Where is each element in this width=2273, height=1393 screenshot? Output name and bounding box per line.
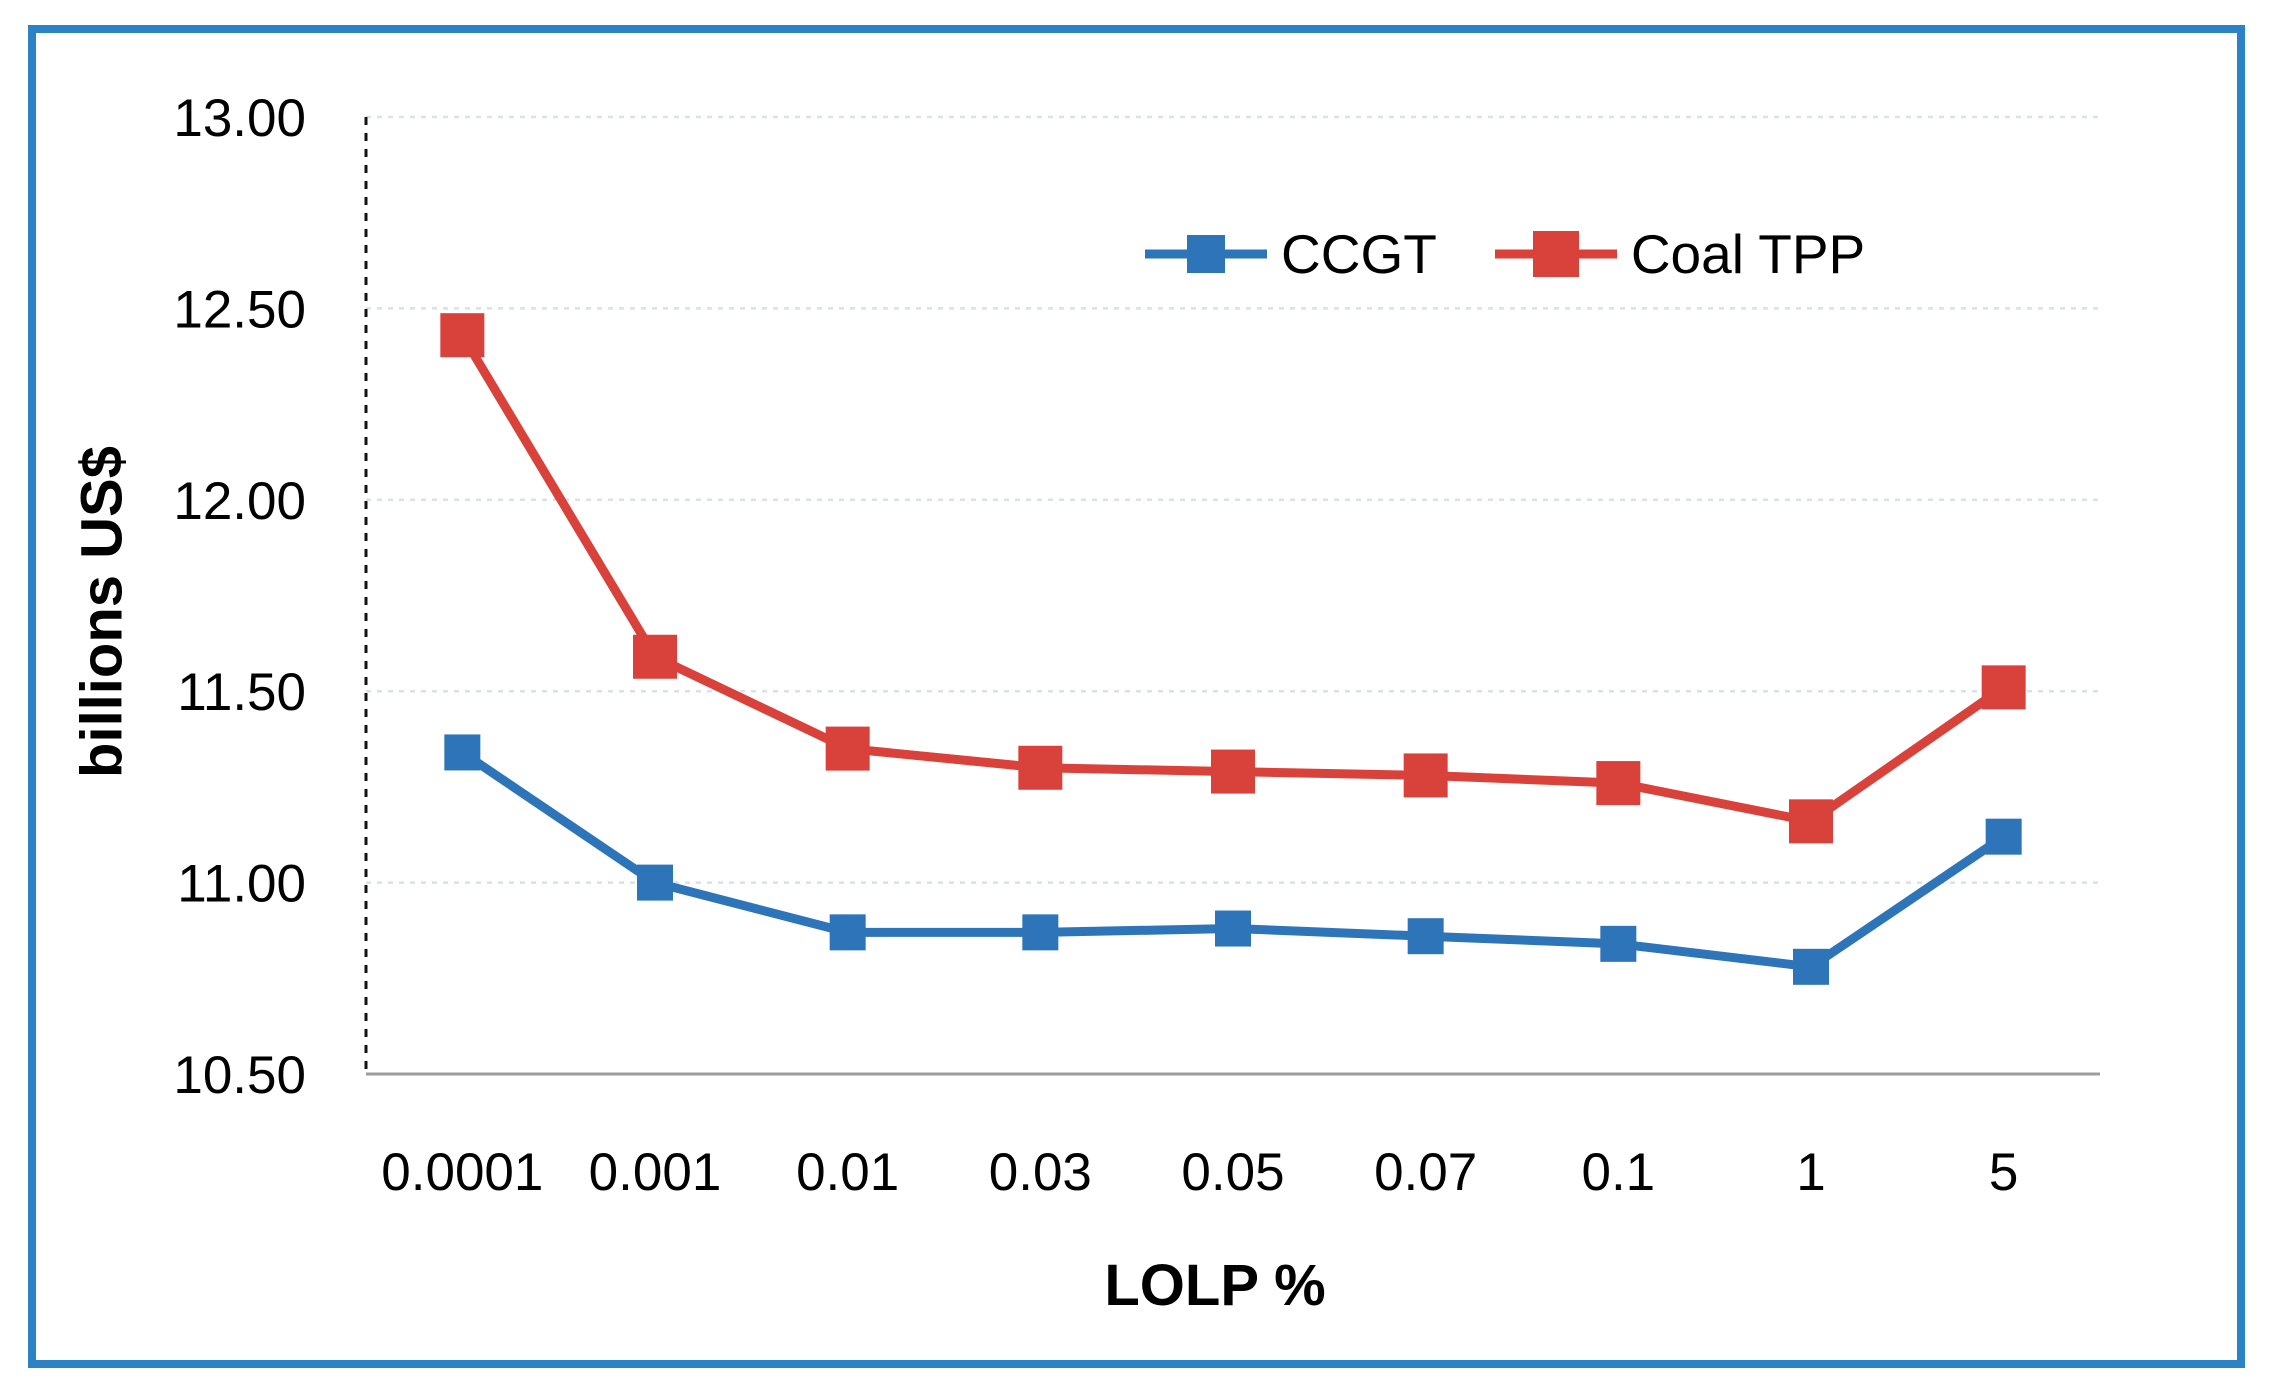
ccgt-line-marker-icon	[1145, 235, 1267, 273]
coal-tpp-line-marker-icon	[1494, 231, 1617, 277]
data-marker-ccgt	[1793, 948, 1829, 985]
data-marker-coal-tpp	[1018, 745, 1063, 790]
x-tick-label: 0.01	[796, 1143, 899, 1202]
data-marker-coal-tpp	[633, 634, 677, 679]
data-marker-ccgt	[829, 914, 866, 951]
x-tick-label: 0.03	[989, 1143, 1092, 1202]
legend-label-coal-tpp: Coal TPP	[1630, 223, 1866, 285]
series-line-coal-tpp	[458, 332, 2007, 827]
figure-border	[28, 25, 2245, 1368]
x-tick-label: 1	[1796, 1143, 1825, 1202]
x-tick-label: 0.0001	[381, 1143, 543, 1202]
data-marker-coal-tpp	[825, 726, 870, 771]
y-axis-title: billions US$	[69, 446, 135, 778]
data-marker-ccgt	[1215, 910, 1251, 947]
y-tick-label: 11.50	[177, 663, 306, 722]
data-marker-ccgt	[1022, 914, 1059, 951]
y-tick-label: 11.00	[177, 855, 306, 914]
legend-item-ccgt: CCGT	[1145, 222, 1437, 286]
y-tick-label: 12.00	[173, 472, 306, 531]
x-tick-label: 0.07	[1374, 1143, 1477, 1202]
legend: CCGT Coal TPP	[1145, 222, 1865, 286]
data-marker-ccgt	[637, 864, 673, 901]
legend-label-ccgt: CCGT	[1281, 223, 1437, 285]
data-marker-coal-tpp	[1596, 761, 1641, 806]
data-marker-coal-tpp	[440, 313, 485, 358]
data-marker-ccgt	[444, 734, 481, 771]
x-axis-title: LOLP %	[1104, 1253, 1326, 1318]
y-tick-label: 13.00	[173, 89, 306, 148]
x-tick-label: 5	[1989, 1143, 2018, 1202]
data-marker-ccgt	[1407, 918, 1444, 955]
data-marker-coal-tpp	[1789, 799, 1833, 844]
legend-item-coal-tpp: Coal TPP	[1494, 222, 1866, 286]
x-tick-label: 0.05	[1181, 1143, 1284, 1202]
data-marker-coal-tpp	[1981, 665, 2026, 710]
y-tick-label: 10.50	[173, 1046, 306, 1105]
x-tick-label: 0.1	[1581, 1143, 1655, 1202]
data-marker-ccgt	[1600, 925, 1637, 962]
y-tick-label: 12.50	[173, 280, 306, 339]
data-marker-coal-tpp	[1403, 753, 1448, 798]
data-marker-ccgt	[1985, 818, 2022, 855]
x-tick-label: 0.001	[589, 1143, 722, 1202]
data-marker-coal-tpp	[1211, 749, 1255, 794]
